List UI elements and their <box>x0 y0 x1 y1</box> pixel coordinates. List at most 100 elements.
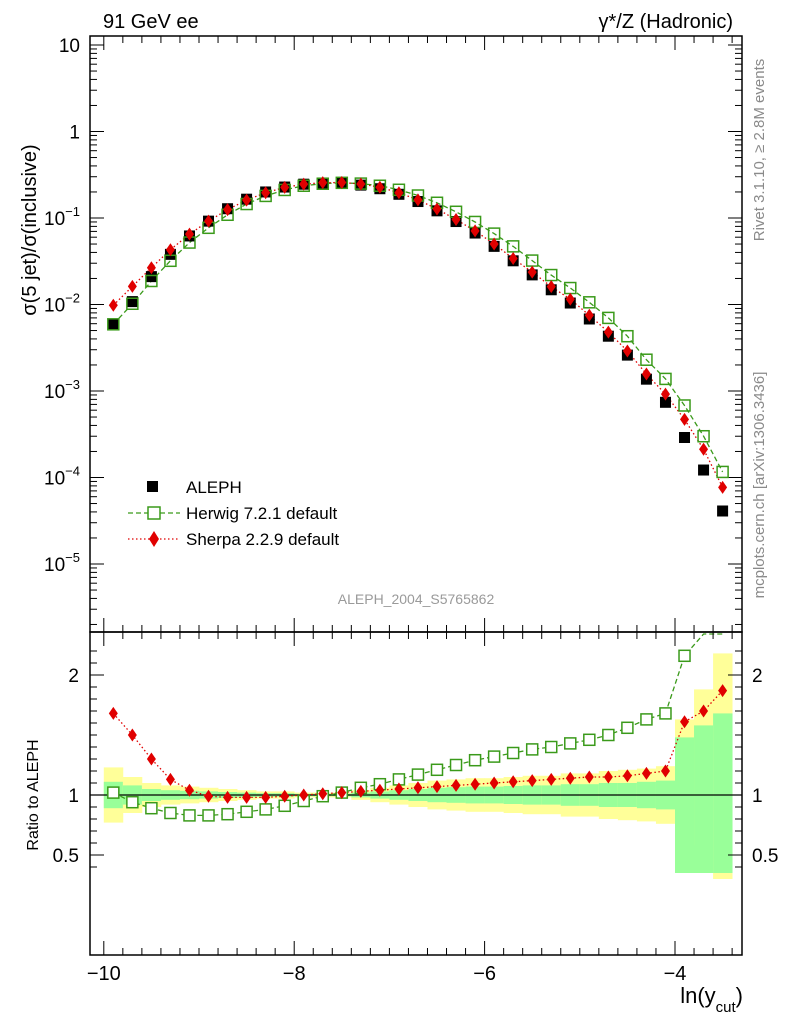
aleph-data-point <box>679 432 691 444</box>
ratio-ticks <box>90 632 742 955</box>
sherpa-main-point <box>584 308 594 322</box>
herwig-ratio-point <box>468 753 482 767</box>
ratio-panel: 0.5 0.51 12 2−10 −8 −6 −4 Ratio to ALEPH ln(yc… <box>25 631 778 1016</box>
tick-label-base: 10 <box>44 209 65 230</box>
ratio-series <box>107 633 728 822</box>
herwig-ratio-point <box>621 721 634 735</box>
sherpa-ratio-point <box>242 790 252 804</box>
header-left: 91 GeV ee <box>103 11 199 33</box>
sherpa-main-point <box>165 243 175 257</box>
sherpa-main-point <box>718 480 728 494</box>
herwig-main-point <box>506 240 520 253</box>
herwig-ratio-point <box>107 786 120 799</box>
sherpa-main-point <box>337 176 347 190</box>
x-tick-label: −8 <box>283 963 306 985</box>
herwig-main-point <box>678 399 691 412</box>
sherpa-ratio-point <box>261 790 271 804</box>
sherpa-main-point <box>299 177 309 191</box>
sherpa-main-point <box>565 292 575 306</box>
sherpa-main-point <box>451 213 461 227</box>
aleph-data-point <box>126 296 138 308</box>
herwig-ratio-point <box>183 809 196 822</box>
sherpa-main-point <box>223 203 233 217</box>
herwig-ratio-point <box>544 740 558 754</box>
sherpa-main-point <box>470 224 480 238</box>
sherpa-ratio-point <box>394 782 404 796</box>
main-series <box>107 176 729 517</box>
sherpa-main-point <box>546 280 556 294</box>
tick-label-base: 10 <box>44 382 65 403</box>
sherpa-ratio-point <box>451 778 461 792</box>
herwig-ratio-point <box>240 805 253 819</box>
herwig-main-point <box>583 296 596 309</box>
sherpa-ratio-point <box>337 786 347 800</box>
sherpa-ratio-point <box>127 728 137 742</box>
sherpa-ratio-point <box>318 787 328 801</box>
main-y-tick-label: 10−1 <box>44 204 80 230</box>
main-y-tick-label: 10−5 <box>44 550 80 576</box>
sherpa-main-point <box>489 237 499 251</box>
header-right: γ*/Z (Hadronic) <box>599 11 733 33</box>
sherpa-main-point <box>261 186 271 200</box>
herwig-main-point <box>621 329 634 343</box>
tick-label-base: 10 <box>44 296 65 317</box>
herwig-ratio-point <box>506 746 520 760</box>
sherpa-main-point <box>527 265 537 279</box>
main-y-tick-label: 10−3 <box>44 377 80 403</box>
herwig-ratio-point <box>564 737 577 750</box>
tick-label-base: 10 <box>44 555 65 576</box>
mcplots-site-label: mcplots.cern.ch [arXiv:1306.3436] <box>751 372 768 599</box>
main-ticks <box>90 36 742 632</box>
herwig-ratio-point <box>602 728 615 742</box>
herwig-main-point <box>107 318 120 331</box>
x-tick-label: −6 <box>473 963 496 985</box>
tick-label-exponent: −1 <box>65 204 80 219</box>
sherpa-main-point <box>184 227 194 241</box>
sherpa-ratio-point <box>375 783 385 797</box>
ratio-y-axis-label: Ratio to ALEPH <box>25 739 42 850</box>
ratio-y-tick-label-right: 1 <box>752 786 763 807</box>
herwig-ratio-point <box>411 768 425 781</box>
sherpa-main-point <box>375 180 385 194</box>
sherpa-main-point <box>641 367 651 381</box>
sherpa-ratio-point <box>641 766 651 780</box>
herwig-main-point <box>716 465 729 479</box>
legend-marker-aleph <box>147 481 158 492</box>
herwig-ratio-point <box>259 803 272 816</box>
sherpa-ratio-point <box>508 775 518 789</box>
sherpa-main-point <box>660 387 670 401</box>
sherpa-ratio-point <box>432 780 442 794</box>
aleph-data-point <box>698 464 710 476</box>
herwig-ratio-point <box>164 806 177 820</box>
sherpa-main-point <box>280 180 290 194</box>
herwig-ratio-point <box>659 707 672 720</box>
analysis-label: ALEPH_2004_S5765862 <box>338 591 495 607</box>
sherpa-ratio-point <box>280 789 290 803</box>
herwig-ratio-point <box>640 713 653 726</box>
main-y-tick-label: 10−4 <box>44 464 80 490</box>
tick-label-exponent: −3 <box>65 377 80 392</box>
herwig-main-point <box>697 429 710 443</box>
herwig-ratio-point <box>583 733 596 747</box>
sherpa-ratio-point <box>223 790 233 804</box>
sherpa-ratio-point <box>413 781 423 795</box>
herwig-ratio-point <box>430 763 444 777</box>
sherpa-main-point <box>146 261 156 275</box>
sherpa-ratio-point <box>146 752 156 766</box>
legend: ALEPH Herwig 7.2.1 default Sherpa 2.2.9 … <box>128 478 339 549</box>
main-y-tick-label: 10−2 <box>44 291 80 317</box>
ratio-y-tick-label: 1 <box>68 786 79 807</box>
tick-label-exponent: −4 <box>65 464 80 479</box>
sherpa-main-point <box>204 214 214 228</box>
sherpa-ratio-point <box>603 770 613 784</box>
sherpa-ratio-point <box>527 774 537 788</box>
tick-label-base: 10 <box>44 469 65 490</box>
sherpa-main-point <box>413 193 423 207</box>
legend-marker-sherpa <box>149 531 159 547</box>
sherpa-main-point <box>356 177 366 191</box>
sherpa-ratio-point <box>204 789 214 803</box>
sherpa-main-point <box>108 298 118 312</box>
